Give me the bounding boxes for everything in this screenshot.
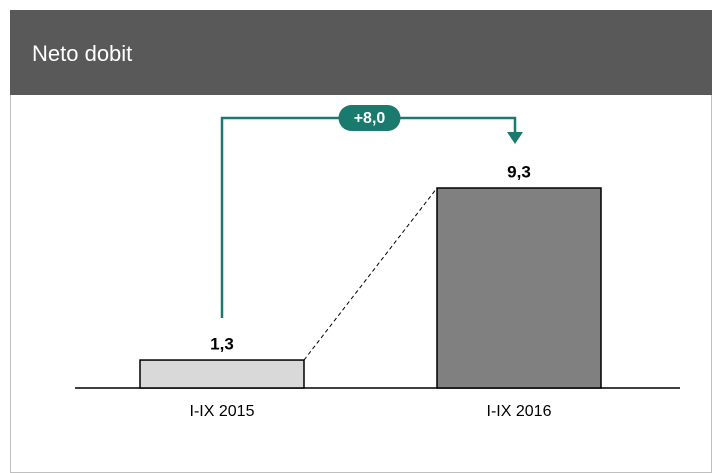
bar [139,359,305,389]
value-label: 1,3 [210,335,234,354]
annotation-pill [338,105,401,131]
connector [303,187,438,361]
x-tick-label: I-IX 2015 [190,403,255,420]
chart-title: Neto dobit [32,41,132,66]
arrow-head [507,132,523,144]
x-tick-label: I-IX 2016 [487,403,552,420]
header-band [10,10,712,95]
value-label: 9,3 [507,162,531,181]
annotation: +8,0 [354,110,386,127]
bar [436,187,602,389]
